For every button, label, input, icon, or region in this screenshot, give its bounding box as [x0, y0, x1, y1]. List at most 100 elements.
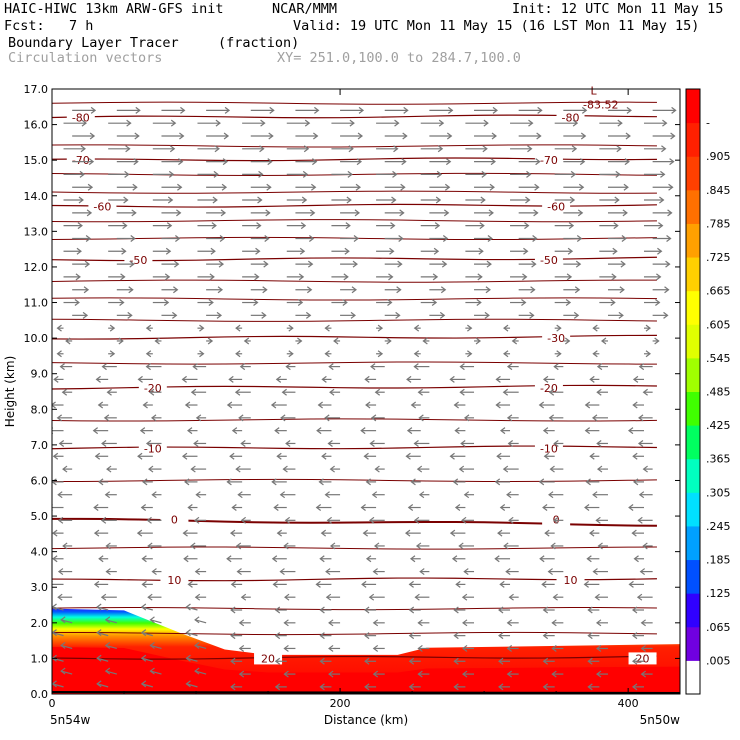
- vector-arrow-head: [506, 414, 513, 422]
- vector-arrow-shaft: [105, 644, 117, 650]
- vector-arrow-head: [417, 644, 423, 652]
- vector-arrow-head: [173, 286, 179, 294]
- vector-arrow-head: [661, 145, 667, 153]
- vector-arrow-head: [496, 452, 502, 460]
- vector-arrow-head: [584, 504, 590, 511]
- vector-arrow-head: [187, 580, 193, 588]
- contour-label: -10: [540, 442, 558, 455]
- vector-arrow-head: [581, 106, 588, 114]
- vector-arrow-head: [187, 427, 193, 435]
- colorbar-swatch: [686, 660, 700, 695]
- vector-arrow-shaft: [141, 657, 153, 662]
- vector-arrow-head: [93, 580, 100, 588]
- y-tick-label: 6.0: [31, 474, 49, 487]
- vector-arrow-head: [479, 222, 485, 230]
- vector-arrow-head: [614, 196, 620, 204]
- vector-arrow-head: [447, 106, 454, 114]
- y-tick-label: 17.0: [24, 83, 49, 96]
- vector-arrow-head: [228, 375, 234, 383]
- vector-arrow-head: [370, 414, 377, 422]
- vector-arrow-head: [642, 465, 648, 473]
- vector-arrow-head: [403, 106, 409, 114]
- vector-arrow-head: [216, 311, 223, 319]
- contour-label-bg: [138, 381, 167, 394]
- vector-arrow-head: [498, 683, 504, 691]
- vector-arrow-head: [193, 439, 199, 447]
- vector-arrow-head: [669, 158, 675, 166]
- vector-arrow-head: [620, 260, 626, 268]
- y-tick-label: 9.0: [31, 368, 49, 381]
- vector-arrow-head: [413, 363, 419, 371]
- y-tick-label: 3.0: [31, 581, 49, 594]
- vector-arrow-head: [224, 106, 231, 114]
- vector-arrow-head: [326, 516, 332, 524]
- vector-arrow-head: [238, 414, 244, 422]
- vector-arrow-head: [541, 580, 547, 588]
- vector-arrow-head: [542, 632, 549, 640]
- vector-arrow-shaft: [105, 670, 117, 675]
- vector-arrow-head: [508, 516, 514, 524]
- contour-label: 20: [636, 652, 650, 665]
- vector-arrow-head: [229, 529, 236, 537]
- contour-label: -80: [72, 111, 90, 124]
- vector-arrow-head: [271, 478, 277, 486]
- vector-arrow-head: [100, 593, 107, 601]
- vector-arrow-head: [217, 286, 224, 294]
- vector-arrow-head: [60, 641, 66, 649]
- vector-arrow-head: [230, 683, 236, 691]
- vector-arrow-head: [328, 670, 334, 678]
- vector-arrow-head: [174, 260, 180, 268]
- vector-arrow-head: [500, 427, 506, 435]
- vector-arrow-head: [631, 657, 638, 665]
- vector-arrow-head: [408, 580, 414, 588]
- vector-arrow-head: [100, 516, 107, 524]
- vector-arrow-head: [79, 170, 85, 178]
- vector-arrow-head: [221, 183, 228, 191]
- vector-arrow-head: [329, 388, 335, 396]
- vector-arrow-head: [463, 414, 470, 422]
- vector-arrow-head: [663, 311, 669, 319]
- vector-arrow-head: [177, 183, 183, 191]
- vector-arrow-head: [239, 363, 246, 371]
- vector-arrow-head: [408, 683, 415, 691]
- vector-arrow-head: [611, 273, 617, 281]
- vector-arrow-shaft: [150, 670, 162, 675]
- colorbar-swatch: [686, 89, 700, 124]
- vector-arrow-head: [544, 529, 550, 537]
- vector-arrow-head: [462, 670, 468, 678]
- vector-arrow-head: [482, 145, 488, 153]
- vector-arrow-head: [300, 222, 307, 230]
- vector-arrow-head: [390, 222, 396, 230]
- vector-arrow-head: [508, 593, 514, 601]
- vector-arrow-head: [190, 388, 197, 396]
- vector-arrow-head: [374, 388, 381, 396]
- vector-arrow-head: [118, 337, 124, 345]
- vector-arrow-head: [532, 234, 538, 242]
- vector-arrow-head: [442, 234, 449, 242]
- y-tick-label: 2.0: [31, 617, 49, 630]
- vector-arrow-head: [129, 260, 135, 268]
- x-tick-label: 200: [330, 697, 351, 710]
- vector-arrow-head: [131, 209, 137, 217]
- vector-arrow-shaft: [61, 670, 73, 675]
- vector-arrow-head: [490, 158, 496, 166]
- vector-arrow-head: [489, 183, 495, 191]
- colorbar-swatch: [686, 223, 700, 258]
- contour-label-bg: [542, 200, 571, 213]
- contour-line: [52, 219, 657, 223]
- vector-arrow-head: [124, 170, 130, 178]
- vector-arrow-head: [595, 516, 601, 524]
- vector-arrow-shaft: [194, 644, 207, 650]
- vector-arrow-head: [372, 644, 379, 652]
- vector-arrow-head: [179, 132, 185, 140]
- vector-arrow-head: [96, 603, 102, 611]
- contour-label-bg: [88, 200, 117, 213]
- contour-10: [52, 577, 657, 582]
- contour-line: [52, 546, 657, 550]
- contour-label: -60: [547, 200, 565, 213]
- vector-arrow-head: [387, 299, 393, 307]
- vector-arrow-head: [452, 478, 459, 486]
- vector-arrow-head: [391, 196, 397, 204]
- vector-arrow-head: [587, 683, 593, 691]
- vector-arrow-head: [319, 683, 325, 691]
